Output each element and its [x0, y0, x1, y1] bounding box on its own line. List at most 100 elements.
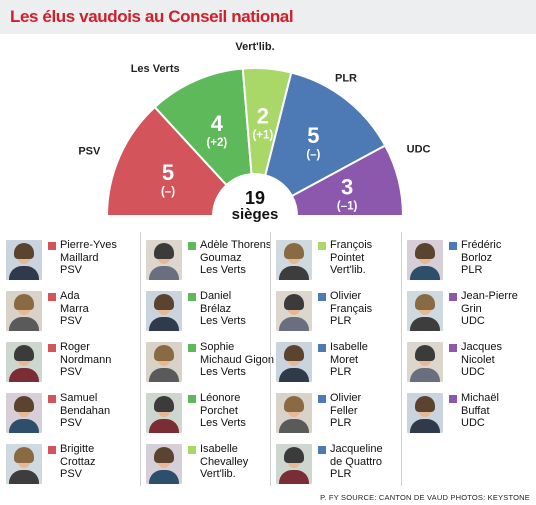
photo-shoulders: [410, 368, 440, 382]
deputy-ada-marra: Ada Marra PSV: [6, 289, 130, 335]
photo-shoulders: [9, 317, 39, 331]
seat-change-udc: (–1): [337, 201, 358, 213]
deputy-last-name: Maillard: [60, 251, 99, 264]
seat-count-psv: 5: [162, 160, 174, 185]
deputy-party-name: UDC: [461, 366, 485, 379]
photo-hair: [14, 345, 34, 361]
slice-psv: [105, 105, 228, 217]
party-color-swatch: [188, 446, 196, 454]
photo-shoulders: [410, 419, 440, 433]
deputy-first-name: Roger: [60, 341, 90, 353]
photo-shoulders: [149, 419, 179, 433]
deputy-photo: [146, 240, 182, 280]
deputy-last-name: Bendahan: [60, 404, 111, 417]
deputy-isabelle-chevalley: Isabelle Chevalley Vert'lib.: [146, 442, 270, 488]
party-label-vert-lib: Vert'lib.: [235, 41, 274, 53]
photo-shoulders: [279, 419, 309, 433]
deputy-first-name: Jean-Pierre: [461, 290, 518, 302]
photo-hair: [284, 396, 304, 412]
deputy-first-name: Léonore: [200, 392, 241, 404]
seat-count-plr: 5: [307, 123, 319, 148]
deputy-party-name: Vert'lib.: [330, 264, 366, 277]
photo-shoulders: [149, 368, 179, 382]
deputy-pierre-yves-maillard: Pierre-Yves Maillard PSV: [6, 238, 130, 284]
deputy-jacqueline-de-quattro: Jacqueline de Quattro PLR: [276, 442, 400, 488]
photo-hair: [284, 447, 304, 463]
deputy-photo: [6, 444, 42, 484]
deputy-party-name: Les Verts: [200, 366, 246, 379]
deputy-photo: [6, 393, 42, 433]
photo-shoulders: [149, 317, 179, 331]
deputy-first-name: Adèle Thorens: [200, 239, 272, 251]
deputy-info: Roger Nordmann PSV: [60, 341, 111, 379]
deputy-first-name: Daniel: [200, 290, 232, 302]
seat-change-les-verts: (+2): [206, 137, 227, 149]
deputy-last-name: Français: [330, 302, 373, 315]
deputy-last-name: Chevalley: [200, 455, 249, 468]
deputy-party-name: PSV: [60, 417, 83, 430]
deputies-column-4: Frédéric Borloz PLR Jean-Pierre Grin UDC Jacqu…: [401, 232, 533, 486]
party-color-swatch: [449, 395, 457, 403]
deputy-party-name: PSV: [60, 264, 83, 277]
deputy-first-name: Isabelle: [200, 443, 238, 455]
party-color-swatch: [449, 293, 457, 301]
deputy-party-name: PLR: [330, 468, 352, 481]
deputy-info: Isabelle Chevalley Vert'lib.: [200, 443, 248, 481]
deputy-first-name: Brigitte: [60, 443, 95, 455]
deputy-info: Jean-Pierre Grin UDC: [461, 290, 518, 328]
photo-shoulders: [9, 266, 39, 280]
party-color-swatch: [449, 344, 457, 352]
deputy-party-name: PSV: [60, 468, 83, 481]
photo-hair: [415, 243, 435, 259]
deputy-photo: [407, 240, 443, 280]
photo-shoulders: [410, 317, 440, 331]
photo-shoulders: [279, 317, 309, 331]
photo-hair: [14, 396, 34, 412]
deputy-francois-pointet: François Pointet Vert'lib.: [276, 238, 400, 284]
deputy-photo: [276, 444, 312, 484]
deputy-info: Brigitte Crottaz PSV: [60, 443, 95, 481]
header-bar: Les élus vaudois au Conseil national: [0, 0, 536, 34]
deputy-last-name: Michaud Gigon: [200, 353, 274, 366]
deputy-info: Olivier Feller PLR: [330, 392, 361, 430]
deputy-photo: [276, 291, 312, 331]
deputy-last-name: Goumaz: [200, 251, 242, 264]
party-color-swatch: [318, 242, 326, 250]
source-credit: P. FY SOURCE: CANTON DE VAUD PHOTOS: KEY…: [320, 493, 530, 502]
deputies-grid: Pierre-Yves Maillard PSV Ada Marra PSV Roger No…: [0, 232, 536, 486]
deputy-last-name: Grin: [461, 302, 482, 315]
deputy-first-name: François: [330, 239, 373, 251]
seat-change-plr: (–): [306, 149, 320, 161]
slice-plr: [264, 71, 387, 198]
deputy-last-name: Pointet: [330, 251, 365, 264]
total-seats-value: 19: [245, 188, 265, 208]
deputy-party-name: Les Verts: [200, 264, 246, 277]
deputy-jean-pierre-grin: Jean-Pierre Grin UDC: [407, 289, 531, 335]
deputy-samuel-bendahan: Samuel Bendahan PSV: [6, 391, 130, 437]
photo-hair: [284, 345, 304, 361]
deputy-photo: [6, 342, 42, 382]
deputy-party-name: PSV: [60, 315, 83, 328]
photo-hair: [14, 294, 34, 310]
deputy-photo: [146, 291, 182, 331]
deputy-party-name: PLR: [461, 264, 483, 277]
deputy-brigitte-crottaz: Brigitte Crottaz PSV: [6, 442, 130, 488]
deputy-photo: [276, 342, 312, 382]
deputy-last-name: Nicolet: [461, 353, 495, 366]
photo-hair: [415, 396, 435, 412]
deputy-roger-nordmann: Roger Nordmann PSV: [6, 340, 130, 386]
deputy-party-name: Vert'lib.: [200, 468, 236, 481]
deputy-party-name: Les Verts: [200, 417, 246, 430]
deputy-info: Jacqueline de Quattro PLR: [330, 443, 383, 481]
photo-shoulders: [9, 368, 39, 382]
deputies-column-3: François Pointet Vert'lib. Olivier Français P…: [270, 232, 398, 486]
deputy-photo: [407, 291, 443, 331]
deputy-photo: [276, 393, 312, 433]
deputy-first-name: Olivier: [330, 290, 362, 302]
party-label-psv: PSV: [78, 145, 101, 157]
party-label-plr: PLR: [335, 72, 357, 84]
party-color-swatch: [318, 293, 326, 301]
photo-shoulders: [279, 266, 309, 280]
photo-hair: [415, 294, 435, 310]
deputy-info: François Pointet Vert'lib.: [330, 239, 372, 277]
